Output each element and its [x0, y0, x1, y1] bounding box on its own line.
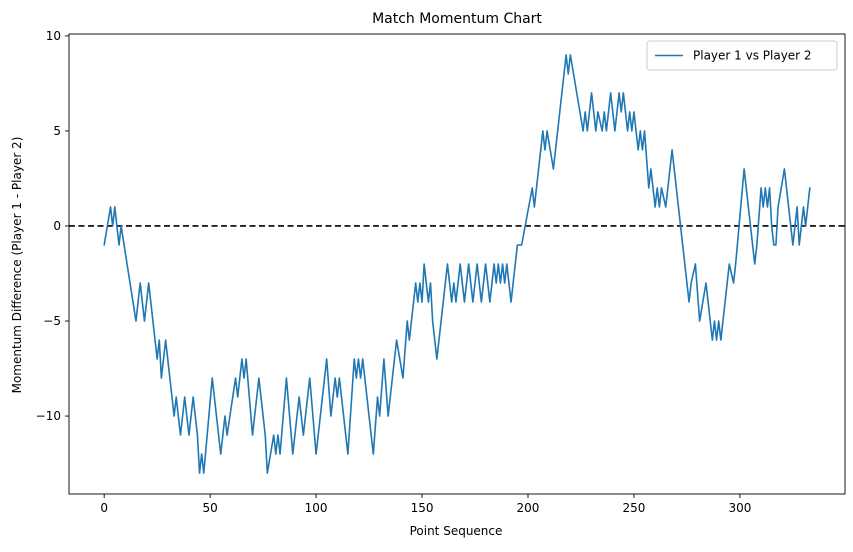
- y-tick-label: −5: [43, 314, 61, 328]
- chart-title: Match Momentum Chart: [372, 11, 542, 27]
- axes-frame: [68, 33, 846, 495]
- x-tick-label: 0: [100, 501, 108, 515]
- plot-area: [69, 54, 845, 474]
- y-tick-label: −10: [36, 409, 61, 423]
- x-tick-label: 100: [305, 501, 328, 515]
- x-tick-label: 200: [517, 501, 540, 515]
- x-axis-ticks: 0 50 100 150 200 250 300: [100, 494, 751, 515]
- y-axis-label: Momentum Difference (Player 1 - Player 2…: [10, 137, 24, 394]
- x-tick-label: 150: [411, 501, 434, 515]
- y-tick-label: 10: [46, 29, 61, 43]
- y-tick-label: 0: [53, 219, 61, 233]
- legend-label: Player 1 vs Player 2: [693, 49, 812, 63]
- x-tick-label: 300: [728, 501, 751, 515]
- series-line-0: [103, 54, 811, 474]
- y-axis-ticks: −10 −5 0 5 10: [36, 29, 69, 423]
- x-tick-label: 50: [202, 501, 217, 515]
- y-tick-label: 5: [53, 124, 61, 138]
- x-axis-label: Point Sequence: [410, 524, 503, 538]
- axes-border: [68, 33, 846, 495]
- x-tick-label: 250: [622, 501, 645, 515]
- legend-box: [646, 40, 838, 71]
- legend: Player 1 vs Player 2: [646, 40, 838, 71]
